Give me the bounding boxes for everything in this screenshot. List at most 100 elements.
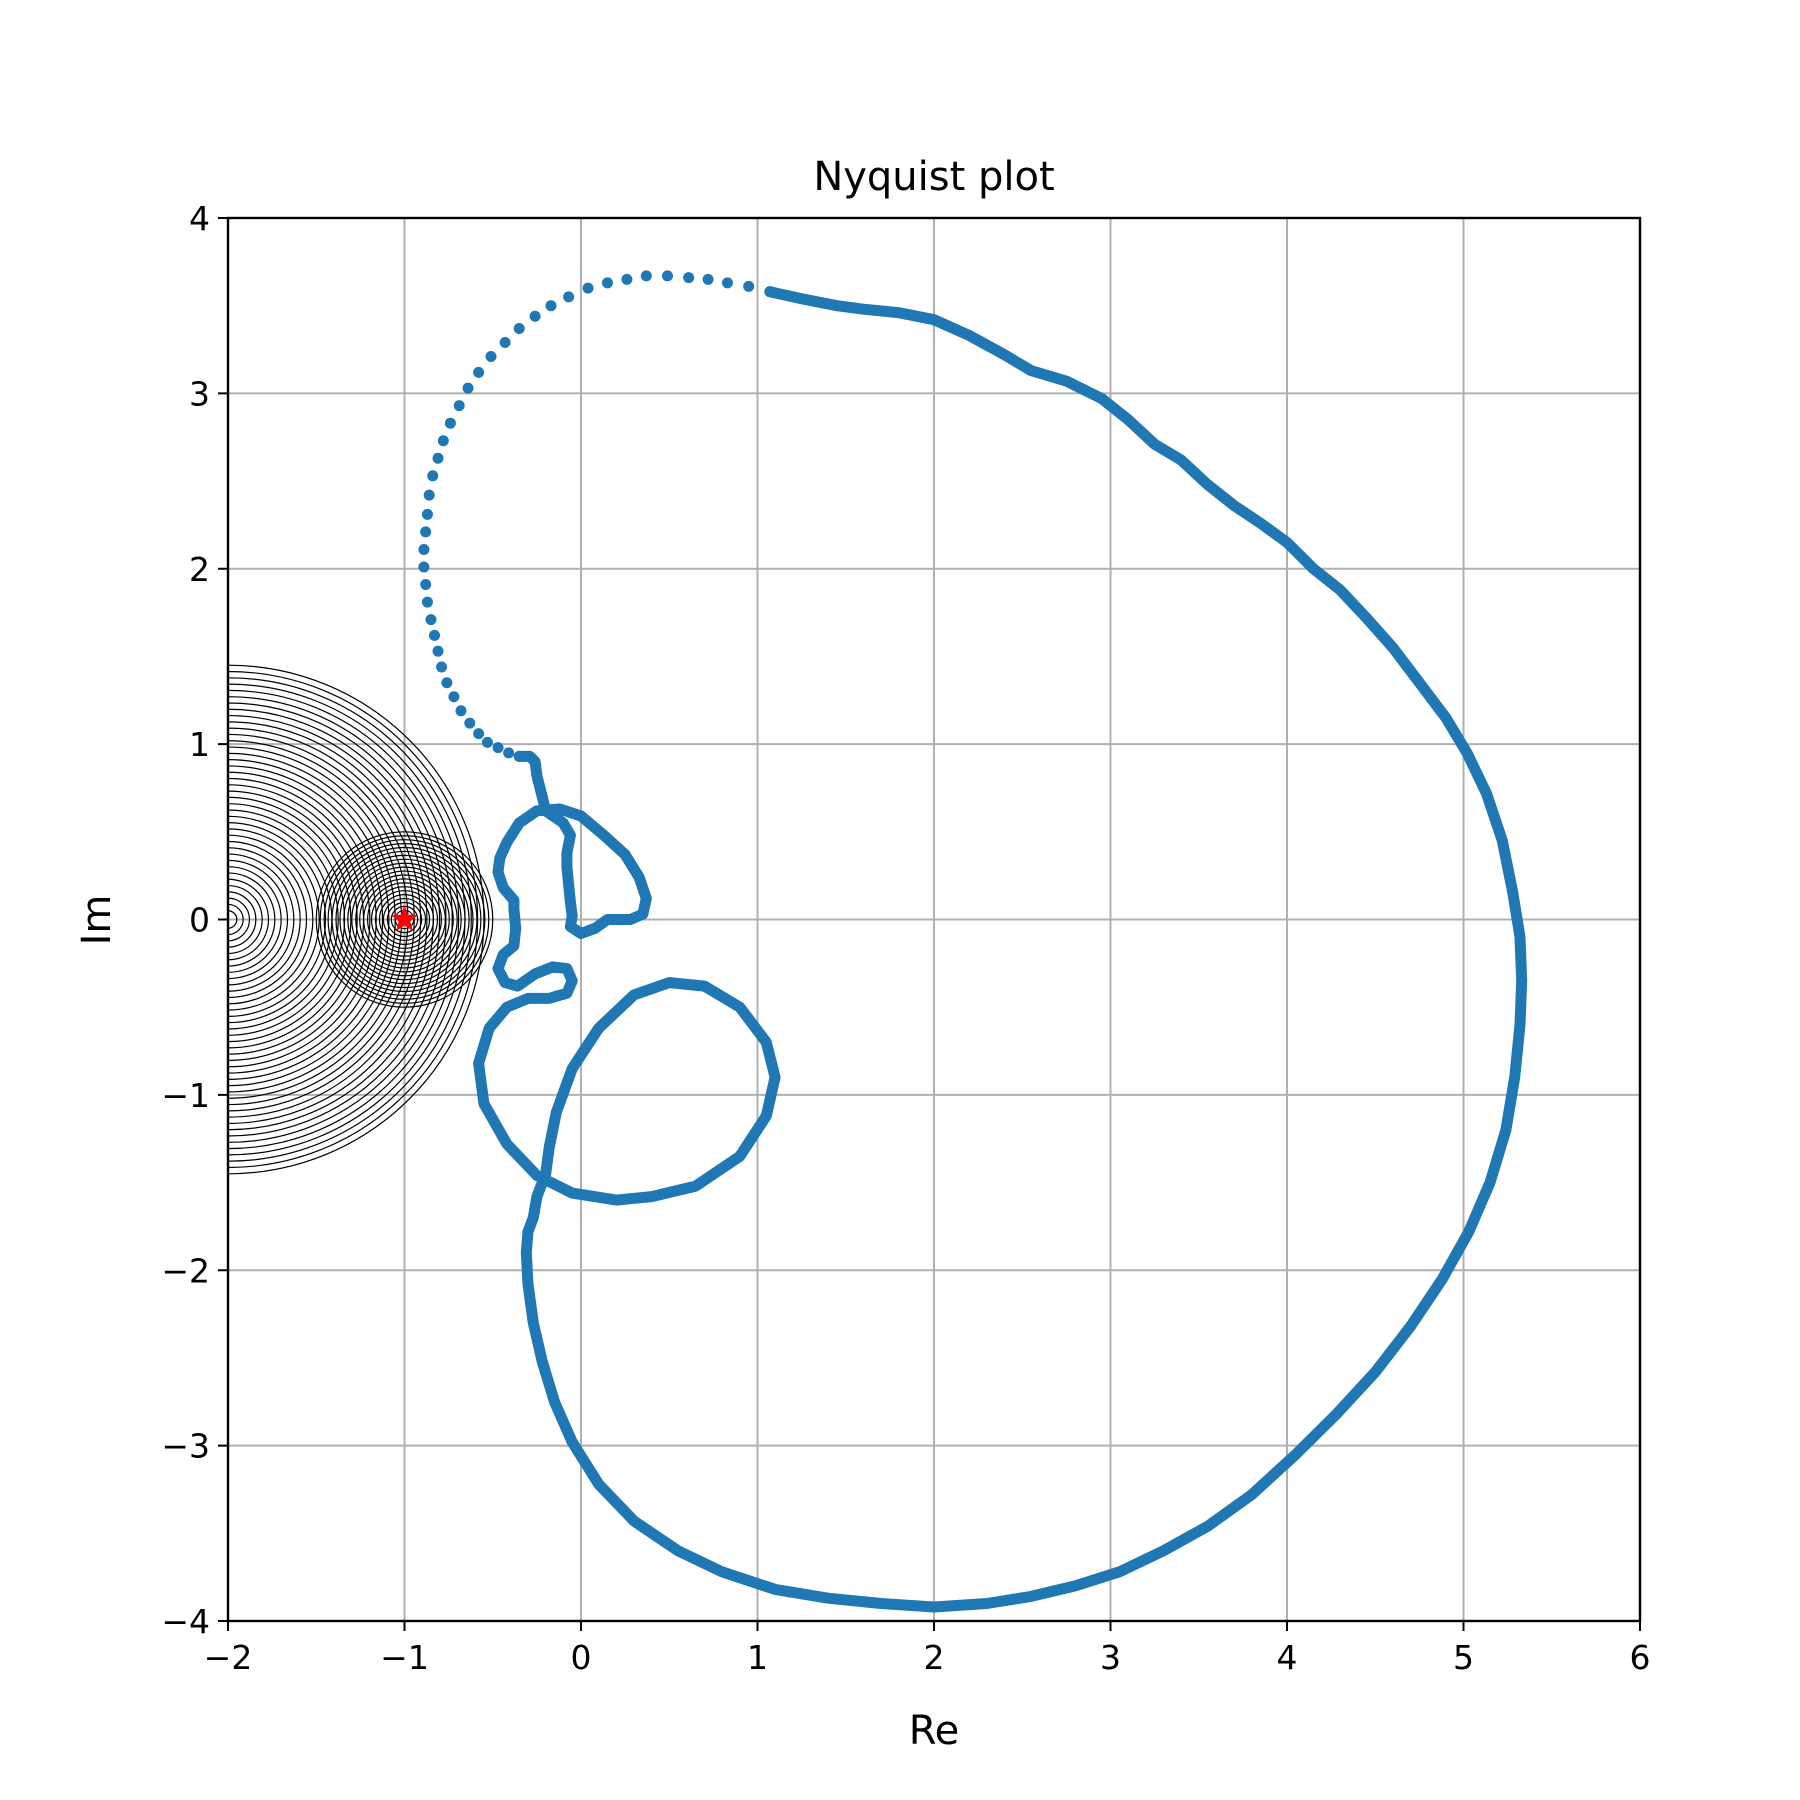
y-tick-label: 2 <box>189 550 210 589</box>
sparse-point <box>432 452 444 464</box>
small-circle <box>335 850 474 989</box>
large-circle <box>228 903 244 936</box>
chart-title: Nyquist plot <box>813 154 1054 200</box>
sparse-point <box>427 470 439 482</box>
large-circle <box>228 765 384 1074</box>
sparse-point <box>601 277 613 289</box>
large-circle <box>228 664 485 1175</box>
large-circle <box>228 677 472 1162</box>
sparse-point <box>464 717 476 729</box>
sparse-point <box>462 382 474 394</box>
sparse-point <box>441 677 453 689</box>
sparse-point <box>683 272 695 284</box>
small-circle <box>370 886 439 953</box>
y-tick-label: −1 <box>161 1076 210 1115</box>
small-circle <box>382 897 427 942</box>
sparse-point <box>721 277 733 289</box>
x-tick-label: 6 <box>1630 1638 1651 1677</box>
x-tick-label: 4 <box>1277 1638 1298 1677</box>
large-circle <box>228 809 339 1030</box>
sparse-point <box>473 728 485 740</box>
large-circle <box>228 790 358 1049</box>
sparse-point <box>421 508 433 520</box>
small-circle <box>367 882 442 957</box>
sparse-point <box>582 282 594 294</box>
sparse-point <box>432 645 444 657</box>
sparse-point <box>444 417 456 429</box>
y-tick-label: 0 <box>189 901 210 940</box>
small-circle <box>323 839 486 1000</box>
sparse-point <box>425 614 437 626</box>
large-circle <box>228 689 460 1150</box>
small-circle <box>374 890 435 949</box>
large-circle <box>228 834 314 1005</box>
large-circle <box>228 847 301 992</box>
sparse-point <box>481 736 493 748</box>
sparse-point <box>640 270 652 282</box>
sparse-point <box>420 526 432 538</box>
x-tick-label: 1 <box>747 1638 768 1677</box>
star-marker <box>390 905 419 932</box>
large-circle <box>228 897 251 942</box>
x-tick-label: 0 <box>571 1638 592 1677</box>
x-tick-label: 2 <box>924 1638 945 1677</box>
large-circle <box>228 777 371 1062</box>
small-circle <box>355 870 454 969</box>
sparse-point <box>421 596 433 608</box>
sparse-point <box>485 351 497 363</box>
x-tick-label: 3 <box>1100 1638 1121 1677</box>
x-tick-label: 5 <box>1453 1638 1474 1677</box>
y-tick-label: −3 <box>161 1427 210 1466</box>
sparse-point <box>545 300 557 312</box>
sparse-point <box>423 489 435 501</box>
sparse-point <box>743 280 755 292</box>
small-circle <box>363 878 446 961</box>
nyquist-curve <box>418 270 1528 1613</box>
small-circle <box>315 831 494 1008</box>
small-circle <box>386 901 423 938</box>
large-circle <box>228 853 295 986</box>
sparse-point <box>437 435 449 447</box>
large-circle <box>228 721 428 1118</box>
y-tick-label: 1 <box>189 725 210 764</box>
small-circle <box>347 862 462 977</box>
large-circle <box>228 872 276 967</box>
large-circle <box>228 878 270 961</box>
sparse-point <box>448 691 460 703</box>
y-tick-label: 4 <box>189 199 210 238</box>
large-circle <box>228 828 320 1011</box>
x-axis-label: Re <box>909 1708 960 1754</box>
y-axis-label: Im <box>74 895 120 946</box>
sparse-point <box>436 661 448 673</box>
sparse-point <box>563 291 575 303</box>
sparse-point <box>418 543 430 555</box>
small-circle <box>351 866 458 973</box>
large-circle <box>228 759 390 1080</box>
sparse-point <box>529 310 541 322</box>
y-tick-label: −2 <box>161 1251 210 1290</box>
y-tick-label: −4 <box>161 1602 210 1641</box>
large-circle <box>228 803 346 1036</box>
large-circle <box>228 670 479 1169</box>
large-circle <box>228 884 263 955</box>
small-circle <box>343 858 466 981</box>
sparse-point <box>702 273 714 285</box>
sparse-point <box>418 561 430 573</box>
small-circle <box>327 842 482 997</box>
sparse-point <box>492 742 504 754</box>
large-circle <box>228 796 352 1043</box>
large-circle <box>228 866 282 973</box>
sparse-point <box>621 273 633 285</box>
x-tick-label: −1 <box>380 1638 429 1677</box>
small-circle <box>319 835 490 1004</box>
large-circle <box>228 771 377 1068</box>
sparse-point <box>453 400 465 412</box>
sparse-point <box>420 579 432 591</box>
large-circle <box>228 696 453 1143</box>
sparse-point <box>513 750 525 762</box>
sparse-point <box>661 270 673 282</box>
y-tick-label: 3 <box>189 374 210 413</box>
large-circle <box>228 727 422 1112</box>
